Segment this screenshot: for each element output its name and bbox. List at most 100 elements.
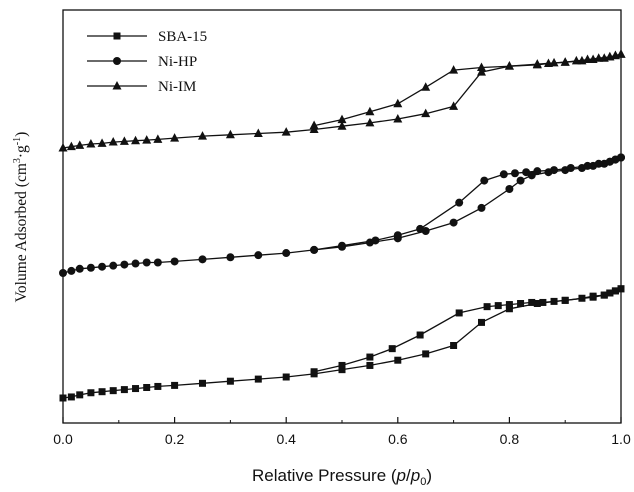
data-point — [583, 161, 592, 170]
data-point — [59, 269, 67, 277]
data-point — [109, 261, 118, 270]
data-point — [199, 379, 206, 387]
series-ni-im — [58, 49, 626, 152]
data-point — [560, 57, 570, 66]
data-point — [539, 298, 547, 306]
data-point — [578, 294, 586, 302]
data-point — [366, 353, 374, 361]
data-point — [154, 382, 162, 390]
series-ni-hp — [59, 153, 625, 277]
data-point — [416, 331, 424, 339]
x-tick-label: 0.2 — [165, 431, 185, 447]
data-point — [516, 176, 525, 185]
data-point — [142, 135, 152, 144]
x-tick-label: 1.0 — [611, 431, 631, 447]
data-point — [499, 170, 508, 179]
data-point — [388, 345, 396, 353]
data-point — [450, 342, 458, 349]
data-point — [606, 289, 614, 297]
data-point — [583, 54, 593, 64]
data-point — [365, 106, 375, 116]
legend-label: Ni-IM — [158, 79, 196, 95]
data-point — [337, 114, 347, 124]
data-point — [589, 292, 597, 300]
legend: SBA-15 Ni-HP Ni-IM — [87, 29, 207, 95]
data-point — [393, 98, 403, 108]
legend-marker — [113, 57, 121, 65]
data-point — [254, 375, 262, 383]
data-point — [504, 61, 514, 70]
series-layer — [58, 49, 626, 402]
data-point — [142, 258, 151, 267]
data-point — [480, 176, 489, 185]
data-point — [143, 384, 151, 391]
x-tick-label: 0.8 — [500, 431, 520, 447]
data-point — [371, 236, 380, 245]
x-tick-label: 0.6 — [388, 431, 408, 447]
data-point — [549, 57, 559, 67]
data-point — [58, 143, 68, 152]
desorption-line — [313, 288, 622, 373]
data-point — [226, 377, 234, 385]
data-point — [394, 356, 402, 364]
data-point — [98, 388, 106, 396]
x-tick-label: 0.4 — [276, 431, 296, 447]
data-point — [75, 140, 85, 149]
data-point — [198, 255, 207, 264]
data-point — [517, 300, 525, 307]
data-point — [594, 53, 604, 62]
x-axis-title: Relative Pressure (p/p0) — [252, 466, 432, 488]
data-point — [483, 303, 491, 311]
data-point — [600, 291, 608, 299]
data-point — [309, 120, 319, 130]
data-point — [449, 65, 459, 74]
data-point — [455, 198, 464, 207]
data-point — [87, 389, 95, 397]
data-point — [153, 258, 162, 267]
x-tick-label: 0.0 — [53, 431, 73, 447]
data-point — [422, 350, 430, 358]
data-point — [131, 259, 140, 268]
data-point — [97, 138, 107, 147]
data-point — [253, 128, 263, 137]
data-point — [455, 309, 463, 317]
data-point — [594, 159, 603, 168]
data-point — [108, 137, 118, 146]
data-point — [605, 157, 614, 166]
data-point — [67, 393, 75, 401]
data-point — [449, 101, 459, 110]
data-point — [282, 373, 290, 381]
adsorption-line — [62, 53, 622, 149]
data-point — [254, 251, 263, 260]
data-point — [225, 129, 235, 139]
data-point — [98, 262, 107, 271]
data-point — [120, 386, 128, 394]
data-point — [198, 131, 207, 140]
data-point — [533, 300, 541, 307]
data-point — [310, 245, 319, 254]
data-point — [561, 296, 569, 304]
data-point — [449, 218, 458, 227]
data-point — [86, 139, 96, 148]
legend-marker — [112, 81, 122, 90]
data-point — [494, 302, 502, 310]
data-point — [605, 51, 615, 61]
series-sba-15 — [59, 285, 625, 402]
data-point — [366, 361, 374, 369]
data-point — [478, 318, 485, 326]
data-point — [281, 127, 291, 136]
data-point — [59, 394, 67, 402]
data-point — [550, 166, 559, 175]
data-point — [338, 241, 346, 250]
data-point — [132, 385, 140, 393]
data-point — [76, 391, 84, 399]
data-point — [171, 381, 179, 389]
data-point — [510, 169, 519, 178]
data-point — [131, 135, 141, 145]
data-point — [477, 62, 486, 71]
data-point — [337, 121, 347, 130]
data-point — [505, 301, 513, 309]
data-point — [338, 361, 346, 369]
data-point — [153, 134, 163, 143]
